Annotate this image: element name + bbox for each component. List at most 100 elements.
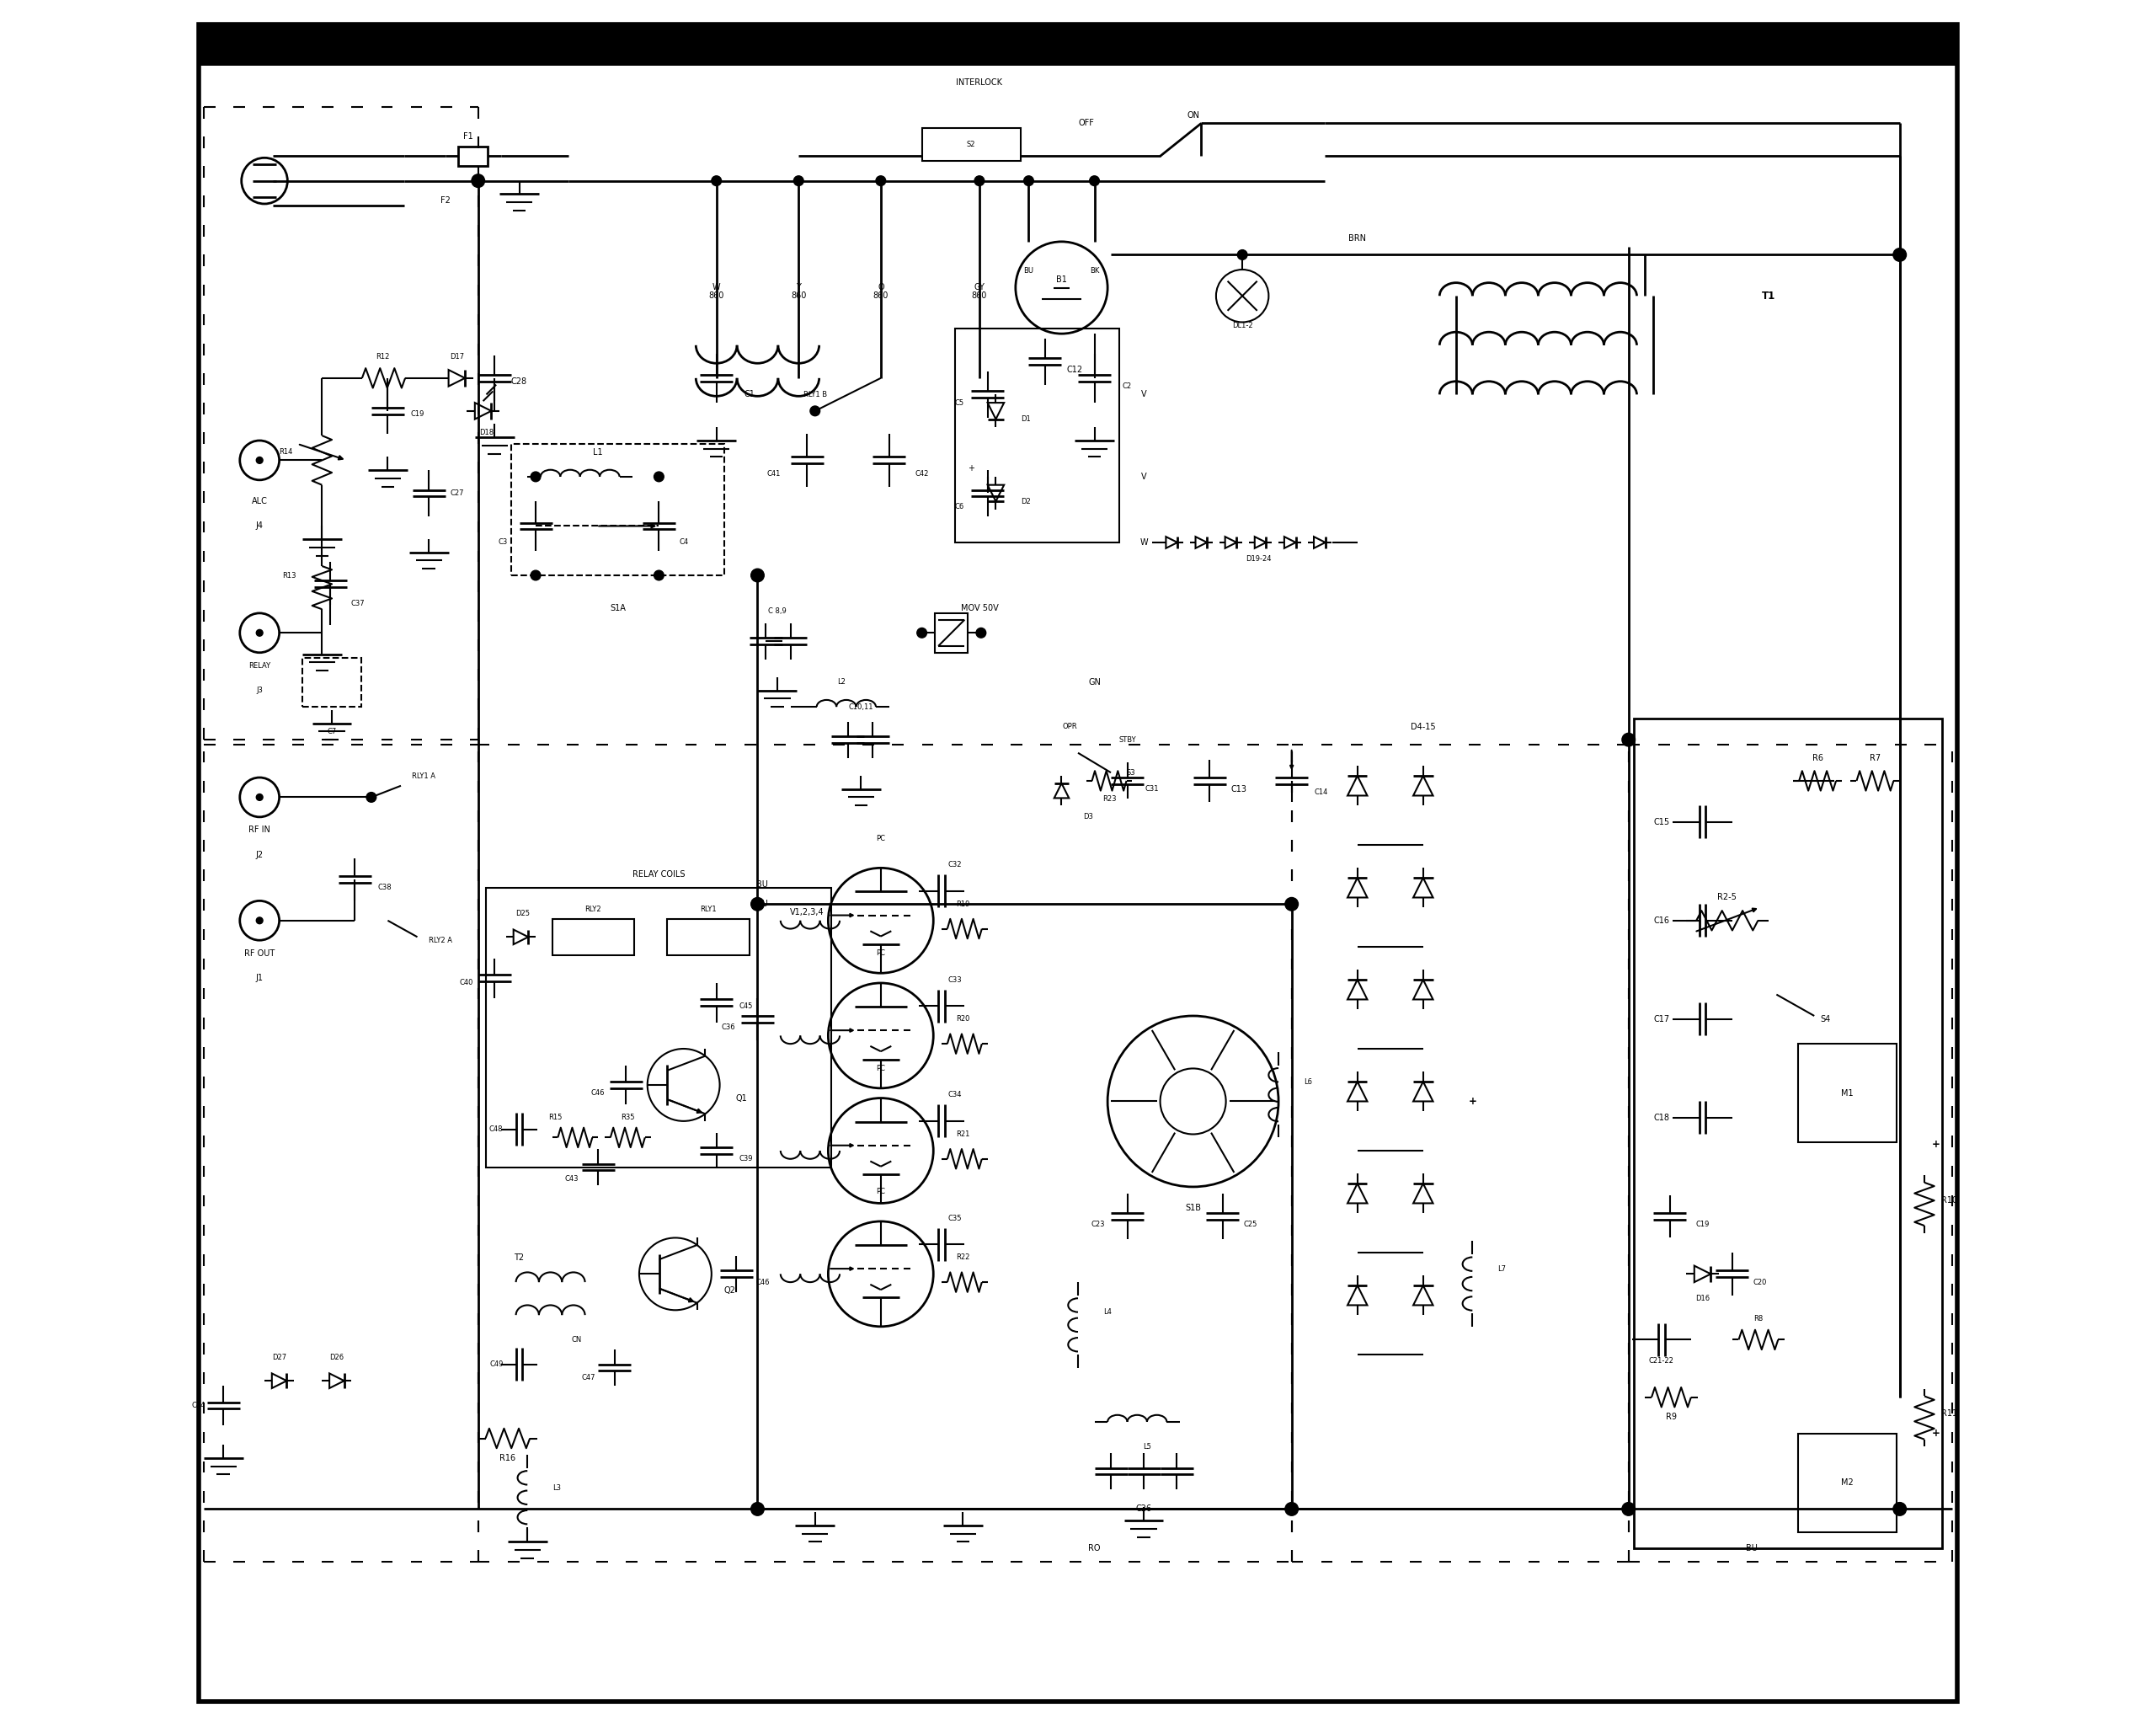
Text: Q2: Q2 bbox=[724, 1286, 735, 1294]
Bar bbox=[552, 918, 634, 954]
Circle shape bbox=[1285, 898, 1298, 911]
Text: R11: R11 bbox=[1940, 1410, 1958, 1417]
Text: C10,11: C10,11 bbox=[849, 702, 873, 711]
Text: ALC: ALC bbox=[252, 497, 267, 506]
Text: Q1: Q1 bbox=[735, 1094, 746, 1103]
Circle shape bbox=[750, 1502, 763, 1515]
Text: C19: C19 bbox=[410, 411, 425, 418]
Circle shape bbox=[750, 898, 763, 911]
Text: INTERLOCK: INTERLOCK bbox=[957, 78, 1003, 86]
Text: R2-5: R2-5 bbox=[1718, 894, 1738, 901]
Circle shape bbox=[875, 176, 886, 186]
Text: C19: C19 bbox=[1695, 1220, 1710, 1229]
Text: C14: C14 bbox=[1315, 789, 1328, 796]
Text: C32: C32 bbox=[949, 861, 962, 868]
Text: R22: R22 bbox=[955, 1253, 970, 1262]
Text: D17: D17 bbox=[451, 352, 464, 361]
Text: +: + bbox=[1932, 1427, 1940, 1439]
Text: C26: C26 bbox=[1136, 1505, 1151, 1514]
Text: R20: R20 bbox=[955, 1015, 970, 1024]
Text: C41: C41 bbox=[768, 469, 780, 476]
Text: C28: C28 bbox=[511, 378, 528, 385]
Text: C34: C34 bbox=[949, 1091, 962, 1098]
Text: O: O bbox=[877, 283, 884, 292]
Text: RLY2: RLY2 bbox=[584, 904, 602, 913]
Text: R8: R8 bbox=[1753, 1315, 1764, 1322]
Text: C40: C40 bbox=[459, 979, 474, 987]
Text: B1: B1 bbox=[1056, 274, 1067, 283]
Circle shape bbox=[711, 176, 722, 186]
Text: C21-22: C21-22 bbox=[1649, 1357, 1673, 1365]
Text: C18: C18 bbox=[1654, 1113, 1669, 1122]
Text: J2: J2 bbox=[257, 851, 263, 860]
Text: V: V bbox=[1141, 390, 1147, 399]
Circle shape bbox=[257, 794, 263, 801]
Text: R10: R10 bbox=[1940, 1196, 1958, 1205]
Bar bbox=[666, 918, 750, 954]
Text: C31: C31 bbox=[1145, 785, 1160, 792]
Text: R15: R15 bbox=[548, 1113, 563, 1122]
Text: R16: R16 bbox=[500, 1453, 515, 1462]
Text: R14: R14 bbox=[278, 449, 293, 456]
Text: BRN: BRN bbox=[1348, 235, 1367, 243]
Text: RF IN: RF IN bbox=[248, 827, 270, 834]
Circle shape bbox=[653, 471, 664, 482]
Text: 860: 860 bbox=[873, 292, 888, 300]
Text: 860: 860 bbox=[972, 292, 987, 300]
Text: R9: R9 bbox=[1667, 1414, 1677, 1420]
Text: L1: L1 bbox=[593, 447, 604, 456]
Text: C48: C48 bbox=[489, 1125, 502, 1132]
Text: L4: L4 bbox=[1104, 1308, 1112, 1315]
Text: S1A: S1A bbox=[610, 604, 625, 613]
Text: C7: C7 bbox=[328, 728, 336, 735]
Text: R21: R21 bbox=[955, 1131, 970, 1137]
Circle shape bbox=[1893, 249, 1906, 261]
Text: D1: D1 bbox=[1020, 416, 1031, 423]
Text: D18: D18 bbox=[479, 428, 494, 437]
Text: BU: BU bbox=[757, 880, 768, 889]
Text: C25: C25 bbox=[1244, 1220, 1257, 1229]
Circle shape bbox=[811, 406, 819, 416]
Text: C46: C46 bbox=[755, 1279, 770, 1286]
Text: C43: C43 bbox=[565, 1175, 578, 1182]
Circle shape bbox=[1621, 734, 1634, 746]
Text: F2: F2 bbox=[440, 197, 451, 205]
Text: C12: C12 bbox=[1067, 366, 1082, 375]
Text: R13: R13 bbox=[282, 571, 295, 580]
Circle shape bbox=[1621, 1502, 1634, 1515]
Circle shape bbox=[472, 174, 485, 188]
Bar bbox=[1798, 1044, 1897, 1143]
Text: 860: 860 bbox=[709, 292, 724, 300]
Text: RLY1 A: RLY1 A bbox=[412, 772, 436, 780]
Text: T2: T2 bbox=[513, 1253, 524, 1262]
Text: Y: Y bbox=[796, 283, 802, 292]
Text: S4: S4 bbox=[1820, 1015, 1830, 1024]
Text: R19: R19 bbox=[955, 901, 970, 908]
Bar bbox=[511, 444, 724, 575]
Text: +: + bbox=[1932, 1139, 1940, 1150]
Circle shape bbox=[916, 628, 927, 639]
Text: RELAY COILS: RELAY COILS bbox=[632, 870, 686, 879]
Text: C4: C4 bbox=[679, 539, 688, 545]
Circle shape bbox=[530, 471, 541, 482]
Text: C 8,9: C 8,9 bbox=[768, 608, 787, 614]
Bar bbox=[955, 328, 1119, 542]
Text: W: W bbox=[711, 283, 720, 292]
Circle shape bbox=[257, 457, 263, 464]
Circle shape bbox=[257, 630, 263, 637]
Text: C35: C35 bbox=[949, 1215, 962, 1222]
Text: C23: C23 bbox=[1091, 1220, 1104, 1229]
Text: DL1-2: DL1-2 bbox=[1231, 321, 1253, 330]
Text: R23: R23 bbox=[1102, 796, 1117, 803]
Text: L6: L6 bbox=[1304, 1077, 1313, 1086]
Text: C15: C15 bbox=[1654, 818, 1669, 827]
Circle shape bbox=[257, 917, 263, 923]
Text: RLY1 B: RLY1 B bbox=[804, 390, 828, 399]
Text: J1: J1 bbox=[257, 973, 263, 982]
Text: T1: T1 bbox=[1761, 290, 1774, 302]
Text: C33: C33 bbox=[949, 975, 962, 984]
Text: ON: ON bbox=[1186, 110, 1199, 119]
Circle shape bbox=[750, 570, 763, 582]
Text: R35: R35 bbox=[621, 1113, 634, 1122]
Text: PC: PC bbox=[875, 1187, 886, 1196]
